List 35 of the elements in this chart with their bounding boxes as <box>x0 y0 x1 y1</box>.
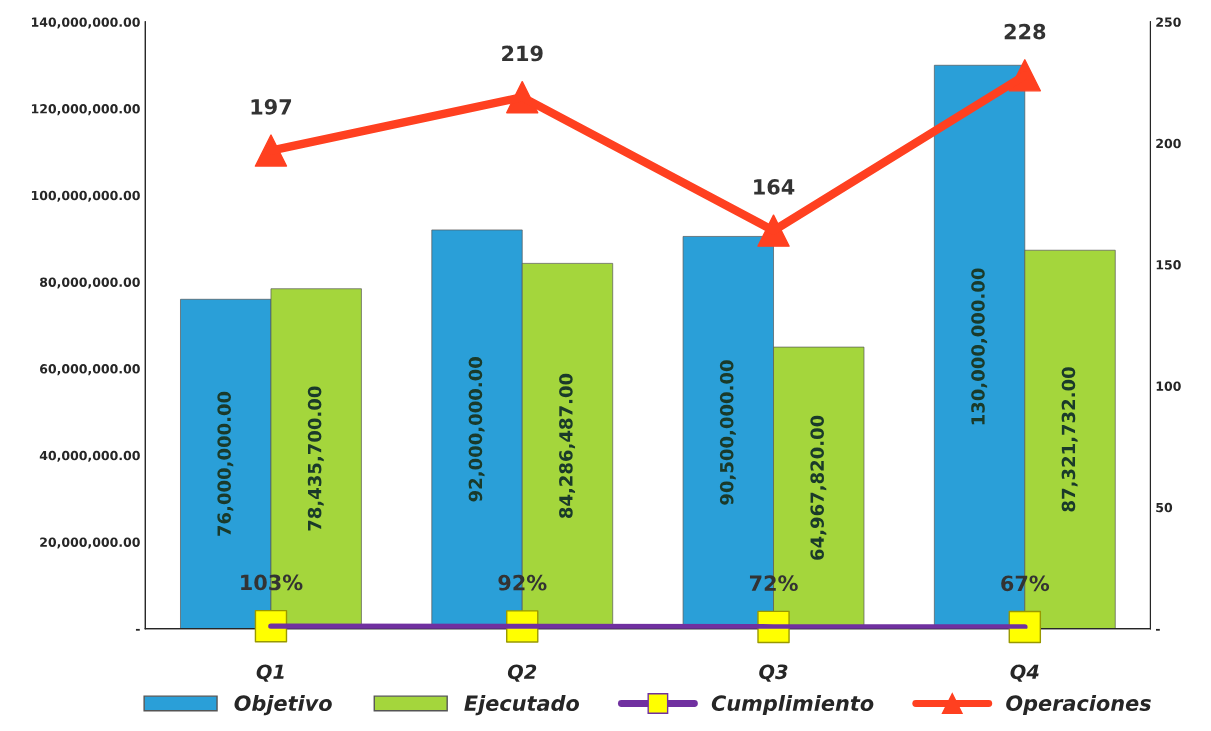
data-label: 87,321,732.00 <box>1061 367 1078 512</box>
legend-label: Objetivo <box>234 694 332 716</box>
x-tick-label: Q1 <box>256 664 284 682</box>
x-tick-label: Q3 <box>759 664 788 682</box>
data-label: 72% <box>749 575 798 592</box>
data-label: 219 <box>502 45 543 62</box>
y-tick-label: 20,000,000.00 <box>40 537 140 549</box>
y-tick-label: 100,000,000.00 <box>31 190 140 202</box>
data-label: 84,286,487.00 <box>559 373 576 519</box>
data-label: 197 <box>251 99 292 115</box>
legend-label: Ejecutado <box>464 694 580 716</box>
data-label: 76,000,000.00 <box>217 391 234 536</box>
x-tick-label: Q2 <box>507 664 537 682</box>
y2-tick-label: 50 <box>1156 502 1173 513</box>
x-tick-label: Q4 <box>1010 664 1039 682</box>
y-tick-label: - <box>135 628 140 631</box>
y2-tick-label: 250 <box>1156 17 1181 27</box>
data-label: 64,967,820.00 <box>810 415 827 560</box>
y2-tick-label: 100 <box>1156 381 1181 391</box>
legend-label: Operaciones <box>1006 694 1151 716</box>
y-tick-label: 80,000,000.00 <box>40 277 140 289</box>
legend-label: Cumplimiento <box>711 694 874 716</box>
data-label: 90,500,000.00 <box>719 360 736 505</box>
data-label: 92,000,000.00 <box>468 357 485 502</box>
y-tick-label: 40,000,000.00 <box>39 450 140 462</box>
y-tick-label: 60,000,000.00 <box>40 364 140 376</box>
y-tick-label: 120,000,000.00 <box>31 104 140 116</box>
y2-tick-label: - <box>1155 628 1160 631</box>
data-label: 78,435,700.00 <box>307 386 324 531</box>
y-tick-label: 140,000,000.00 <box>31 17 140 29</box>
y2-tick-label: 150 <box>1156 260 1181 270</box>
data-label: 164 <box>754 179 795 195</box>
data-label: 130,000,000.00 <box>971 268 988 425</box>
data-label: 228 <box>1004 23 1046 40</box>
y2-tick-label: 200 <box>1156 138 1181 149</box>
